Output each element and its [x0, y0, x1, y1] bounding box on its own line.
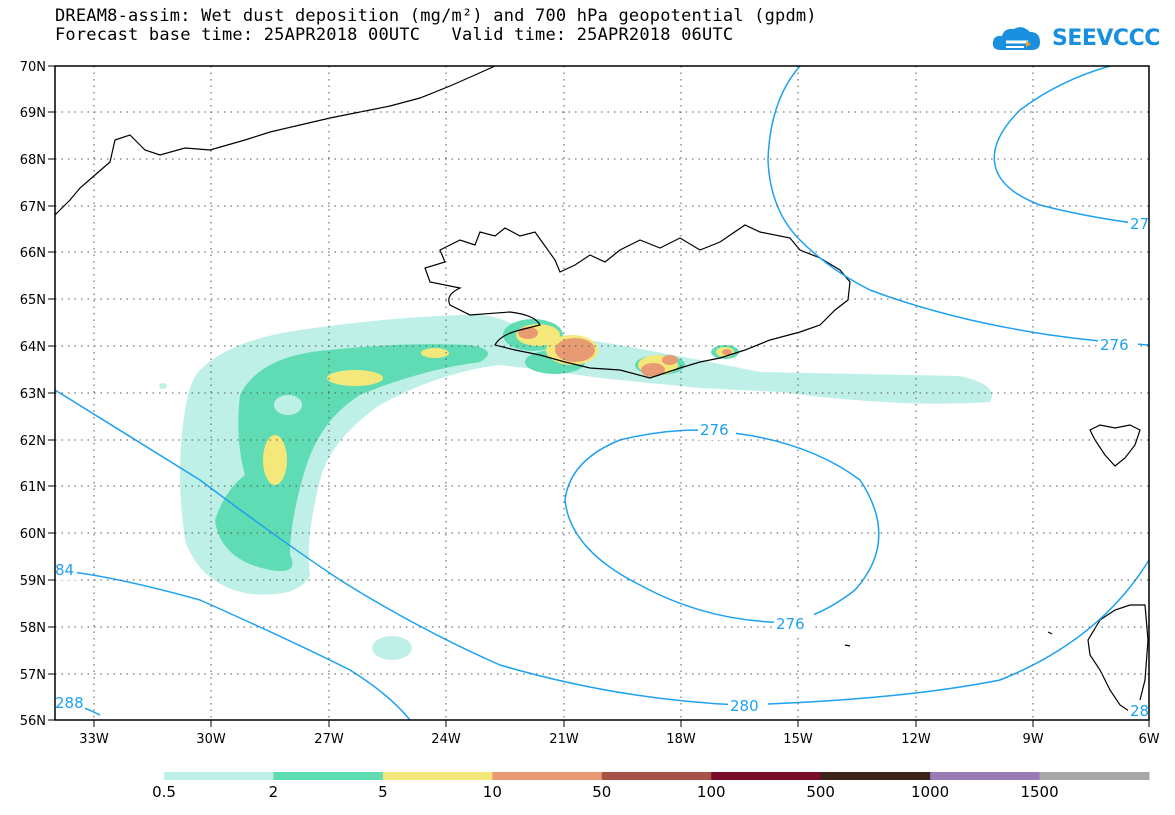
colorbar-swatch — [1039, 772, 1150, 780]
contour-label-276-bottom: 276 — [776, 615, 805, 633]
colorbar-label: 1000 — [911, 783, 950, 801]
lat-label: 65N — [20, 293, 46, 308]
chart-title-line-1: DREAM8-assim: Wet dust deposition (mg/m²… — [55, 6, 817, 26]
lat-label: 56N — [20, 714, 46, 729]
grid-lines — [55, 66, 1149, 720]
lon-label: 6W — [1138, 732, 1159, 747]
contour-label-276-ne: 276 — [1100, 336, 1129, 354]
colorbar — [164, 772, 1150, 780]
cloud-logo-icon — [992, 27, 1040, 50]
contour-276-south-closed — [564, 429, 880, 623]
lat-label: 67N — [20, 200, 46, 215]
dust-blob-small — [372, 636, 412, 660]
colorbar-swatch — [930, 772, 1041, 780]
lat-label: 58N — [20, 621, 46, 636]
colorbar-label: 1500 — [1020, 783, 1059, 801]
logo-text: SEEVCCC — [1052, 26, 1160, 51]
contour-27-ne — [993, 66, 1149, 226]
colorbar-swatch — [601, 772, 712, 780]
colorbar-swatch — [492, 772, 603, 780]
contour-label-27-ne: 27 — [1130, 215, 1149, 233]
lat-label: 63N — [20, 387, 46, 402]
colorbar-swatch — [273, 772, 384, 780]
lat-label: 68N — [20, 153, 46, 168]
lon-label: 15W — [783, 732, 813, 747]
tick-marks — [48, 65, 1150, 727]
coastline-iceland — [424, 224, 851, 379]
latitude-labels: 70N 69N 68N 67N 66N 65N 64N 63N 62N 61N … — [20, 60, 46, 729]
lat-label: 64N — [20, 340, 46, 355]
lon-label: 9W — [1022, 732, 1043, 747]
colorbar-label: 50 — [592, 783, 612, 801]
contour-label-276-top: 276 — [700, 421, 729, 439]
colorbar-label: 10 — [482, 783, 502, 801]
contour-label-288: 288 — [55, 694, 84, 712]
geopotential-contours — [55, 66, 1149, 720]
contour-276-north — [767, 66, 1149, 346]
contour-284 — [55, 569, 411, 720]
lon-label: 18W — [666, 732, 696, 747]
contour-label-284: 84 — [55, 561, 74, 579]
dust-deposition-field — [159, 314, 992, 660]
lat-label: 60N — [20, 527, 46, 542]
colorbar-swatch — [820, 772, 931, 780]
longitude-labels: 33W 30W 27W 24W 21W 18W 15W 12W 9W 6W — [79, 732, 1159, 747]
lon-label: 24W — [431, 732, 461, 747]
chart-title-line-2: Forecast base time: 25APR2018 00UTC Vali… — [55, 25, 734, 45]
lat-label: 69N — [20, 106, 46, 121]
lon-label: 33W — [79, 732, 109, 747]
colorbar-label: 500 — [806, 783, 835, 801]
lon-label: 21W — [549, 732, 579, 747]
lat-label: 70N — [20, 60, 46, 75]
colorbar-label: 0.5 — [152, 783, 176, 801]
colorbar-label: 2 — [268, 783, 279, 801]
lon-label: 27W — [314, 732, 344, 747]
lon-label: 12W — [901, 732, 931, 747]
lat-label: 66N — [20, 246, 46, 261]
coastline-greenland — [55, 66, 496, 216]
colorbar-swatch — [164, 772, 274, 780]
colorbar-label: 5 — [378, 783, 388, 801]
lat-label: 62N — [20, 434, 46, 449]
lat-label: 57N — [20, 668, 46, 683]
contour-label-28-se: 28 — [1130, 702, 1149, 720]
colorbar-label: 100 — [696, 783, 726, 801]
lat-label: 59N — [20, 574, 46, 589]
colorbar-swatch — [711, 772, 822, 780]
colorbar-swatch — [382, 772, 493, 780]
contour-labels: 27 276 276 276 280 84 288 28 — [55, 210, 1149, 720]
contour-label-280: 280 — [730, 697, 759, 715]
lat-label: 61N — [20, 480, 46, 495]
plot-area: 27 276 276 276 280 84 288 28 — [55, 66, 1149, 720]
contour-280-west — [55, 389, 1149, 706]
lon-label: 30W — [196, 732, 226, 747]
coastline-faroe — [1089, 424, 1141, 467]
